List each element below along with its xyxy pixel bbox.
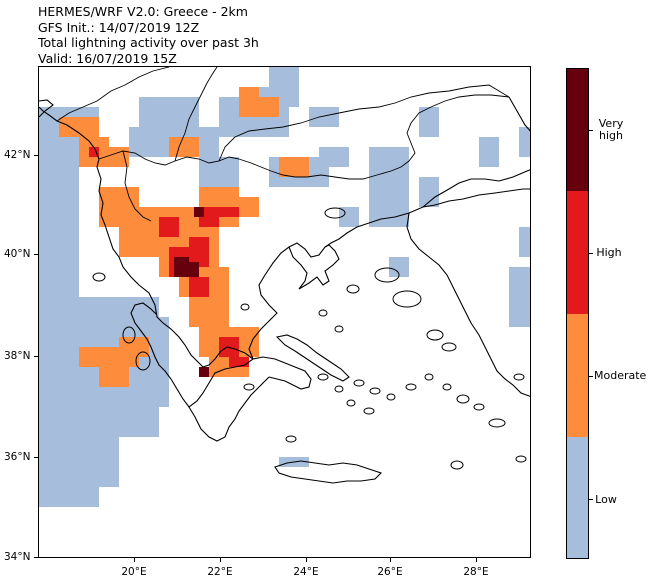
aegean-islands — [92, 207, 527, 470]
x-tick-label: 20°E — [121, 566, 147, 578]
x-tick-label: 28°E — [463, 566, 489, 578]
turkey-west-coast — [406, 212, 530, 397]
model-title: HERMES/WRF V2.0: Greece - 2km — [38, 4, 248, 19]
lightning-cell — [59, 117, 99, 137]
lightning-cell — [99, 367, 129, 387]
x-tick-label: 24°E — [293, 566, 319, 578]
y-tickmark — [34, 457, 38, 458]
lightning-cell — [509, 267, 530, 327]
peloponnese-coast — [188, 376, 270, 442]
colorbar-low — [567, 437, 588, 558]
lightning-cell — [479, 137, 499, 167]
map-panel — [38, 66, 531, 558]
crete-coast — [274, 460, 383, 484]
x-tick-label: 22°E — [207, 566, 233, 578]
lightning-cell — [159, 217, 179, 237]
lightning-cell — [189, 297, 229, 327]
coastlines — [39, 67, 530, 484]
map-title-block: HERMES/WRF V2.0: Greece - 2km GFS Init.:… — [38, 4, 259, 66]
y-tick-label: 36°N — [4, 451, 31, 463]
lightning-cell — [189, 277, 209, 297]
x-tickmark — [134, 558, 135, 562]
lightning-cell — [419, 177, 439, 207]
attica-coast — [252, 356, 312, 390]
legend-label-low: Low — [595, 493, 617, 506]
lightning-cell — [309, 107, 339, 127]
marmara-coast — [422, 169, 530, 208]
x-tickmark — [476, 558, 477, 562]
black-sea-coast — [508, 96, 530, 132]
lightning-cell — [519, 227, 530, 257]
colorbar-tick — [589, 253, 593, 254]
lightning-cell — [239, 87, 259, 117]
lightning-cell — [59, 427, 119, 487]
lightning-cell — [219, 207, 239, 217]
lightning-cell — [279, 157, 309, 177]
lightning-cells — [39, 67, 530, 507]
colorbar-tick — [589, 499, 593, 500]
legend-label-high: High — [596, 246, 622, 259]
lightning-cell — [339, 207, 359, 227]
init-time: GFS Init.: 14/07/2019 12Z — [38, 19, 200, 35]
lightning-cell — [229, 357, 249, 367]
lightning-cell — [199, 367, 209, 377]
y-tick-label: 38°N — [4, 350, 31, 362]
lightning-cell — [419, 107, 439, 137]
lightning-cell — [519, 127, 530, 157]
colorbar-tick — [589, 130, 593, 131]
chalkidiki-coast — [288, 244, 340, 290]
italy-coast — [39, 99, 54, 118]
colorbar-moderate — [567, 314, 588, 437]
legend-label-very-high: Very high — [598, 117, 624, 142]
lightning-cell — [189, 262, 199, 277]
x-tickmark — [306, 558, 307, 562]
valid-time: Valid: 16/07/2019 15Z — [38, 50, 177, 66]
y-tick-label: 34°N — [4, 551, 31, 563]
lightning-map — [39, 67, 530, 507]
colorbar-high — [567, 191, 588, 314]
lightning-cell — [39, 167, 79, 307]
lightning-cell — [109, 147, 129, 167]
colorbar — [566, 68, 589, 559]
colorbar-very-high — [567, 69, 588, 191]
field-description: Total lightning activity over past 3h — [38, 35, 259, 50]
colorbar-tick — [589, 376, 593, 377]
lightning-cell — [189, 237, 209, 267]
y-tickmark — [34, 356, 38, 357]
y-tickmark — [34, 254, 38, 255]
euboea-coast — [275, 334, 350, 382]
x-tickmark — [220, 558, 221, 562]
lightning-cell — [369, 147, 409, 187]
balkan-west-coast — [39, 106, 254, 408]
x-tickmark — [390, 558, 391, 562]
lightning-cell — [259, 97, 279, 117]
lightning-cell — [169, 137, 199, 157]
y-tickmark — [34, 557, 38, 558]
country-borders — [56, 67, 510, 222]
lightning-cell — [389, 257, 409, 277]
y-tick-label: 40°N — [4, 248, 31, 260]
y-tickmark — [34, 155, 38, 156]
lightning-cell — [174, 257, 189, 277]
lightning-cell — [89, 147, 99, 157]
legend-label-moderate: Moderate — [594, 369, 647, 382]
lightning-cell — [319, 147, 349, 167]
x-tick-label: 26°E — [377, 566, 403, 578]
lightning-cell — [194, 207, 204, 217]
y-tick-label: 42°N — [4, 149, 31, 161]
